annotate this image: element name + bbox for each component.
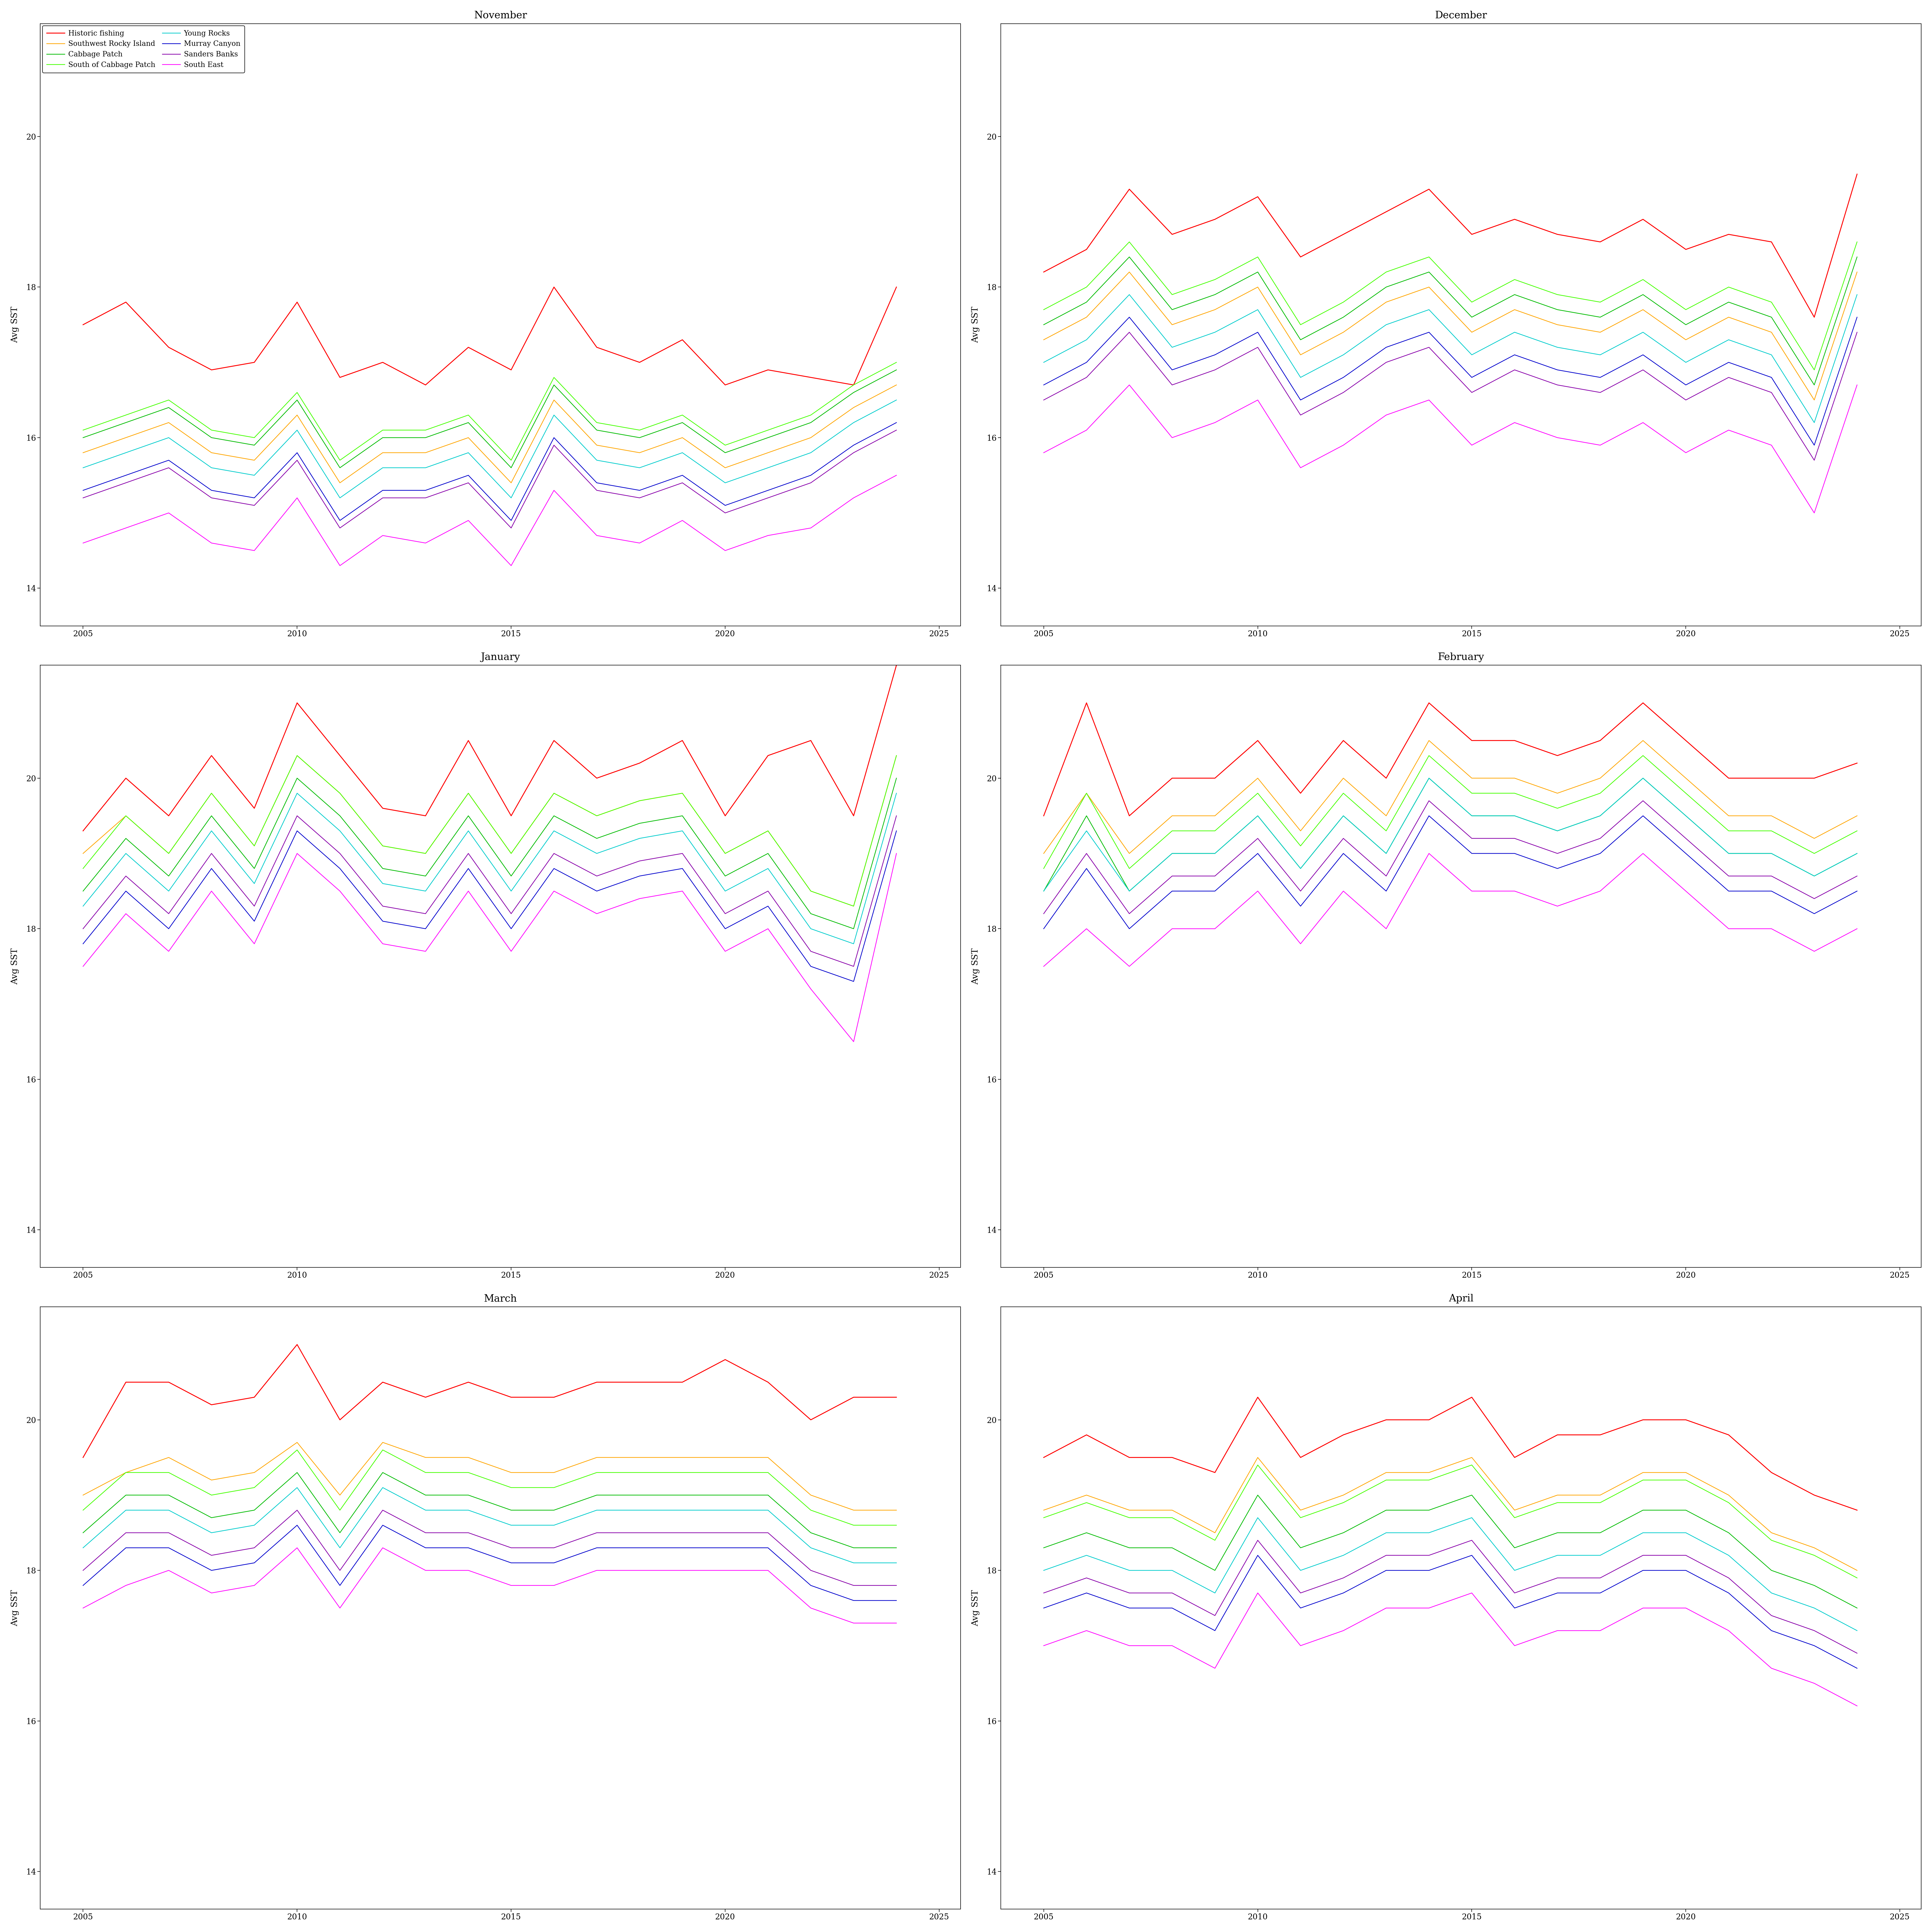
- Title: March: March: [483, 1294, 518, 1304]
- Y-axis label: Avg SST: Avg SST: [972, 949, 980, 985]
- Y-axis label: Avg SST: Avg SST: [12, 1590, 19, 1627]
- Title: February: February: [1437, 653, 1484, 663]
- Y-axis label: Avg SST: Avg SST: [972, 1590, 980, 1627]
- Y-axis label: Avg SST: Avg SST: [972, 307, 980, 342]
- Y-axis label: Avg SST: Avg SST: [12, 949, 19, 985]
- Title: November: November: [473, 12, 527, 19]
- Title: April: April: [1449, 1294, 1474, 1304]
- Title: January: January: [481, 653, 520, 663]
- Title: December: December: [1435, 12, 1488, 19]
- Legend: Historic fishing, Southwest Rocky Island, Cabbage Patch, South of Cabbage Patch,: Historic fishing, Southwest Rocky Island…: [43, 25, 245, 73]
- Y-axis label: Avg SST: Avg SST: [12, 307, 19, 342]
